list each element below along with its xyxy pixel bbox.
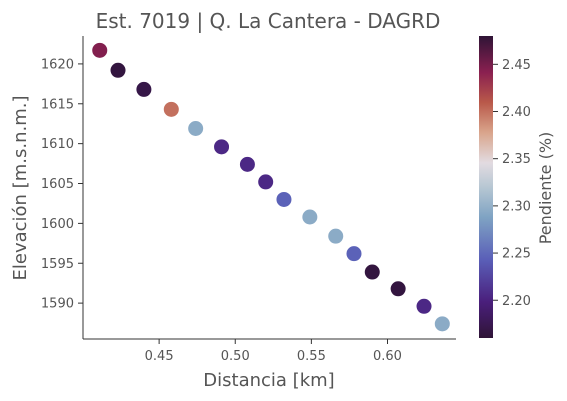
colorbar-gradient (479, 36, 493, 338)
x-axis-label: Distancia [km] (203, 370, 334, 391)
colorbar: 2.20 2.25 2.30 2.35 2.40 2.45 Pendiente (%) (479, 36, 555, 338)
colorbar-tick-label: 2.30 (502, 199, 531, 214)
data-point (258, 174, 274, 190)
colorbar-tick-label: 2.35 (502, 152, 531, 167)
colorbar-tick-label: 2.25 (502, 247, 531, 262)
colorbar-ticks: 2.20 2.25 2.30 2.35 2.40 2.45 (493, 58, 531, 309)
y-tick-label: 1620 (41, 57, 74, 72)
colorbar-tick-label: 2.40 (502, 105, 531, 120)
x-tick-label: 0.50 (221, 349, 250, 364)
colorbar-tick-label: 2.45 (502, 58, 531, 73)
data-point (328, 228, 344, 244)
data-point (364, 264, 380, 280)
data-point (416, 298, 432, 314)
data-point (346, 246, 362, 262)
y-tick-label: 1610 (41, 137, 74, 152)
data-point (92, 42, 108, 58)
x-axis-ticks: 0.45 0.50 0.55 0.60 (145, 339, 402, 364)
y-tick-label: 1590 (41, 297, 74, 312)
data-point (214, 139, 230, 155)
x-tick-label: 0.60 (373, 349, 402, 364)
data-point (136, 81, 152, 97)
chart-title: Est. 7019 | Q. La Cantera - DAGRD (96, 9, 441, 33)
x-tick-label: 0.55 (297, 349, 326, 364)
data-point (239, 156, 255, 172)
y-tick-label: 1600 (41, 217, 74, 232)
x-tick-label: 0.45 (145, 349, 174, 364)
data-point (302, 209, 318, 225)
colorbar-label: Pendiente (%) (536, 132, 555, 245)
data-point (276, 191, 292, 207)
y-tick-label: 1615 (41, 97, 74, 112)
data-point (434, 316, 450, 332)
y-axis-ticks: 1590 1595 1600 1605 1610 1615 1620 (41, 57, 83, 312)
data-point (188, 120, 204, 136)
y-tick-label: 1595 (41, 257, 74, 272)
data-point (110, 62, 126, 78)
data-point (163, 101, 179, 117)
y-tick-label: 1605 (41, 177, 74, 192)
data-points (92, 42, 450, 332)
colorbar-tick-label: 2.20 (502, 294, 531, 309)
plot-area: 0.45 0.50 0.55 0.60 1590 1595 1600 1605 1610 161… (41, 36, 456, 364)
y-axis-label: Elevación [m.s.n.m.] (10, 96, 31, 281)
data-point (390, 281, 406, 297)
